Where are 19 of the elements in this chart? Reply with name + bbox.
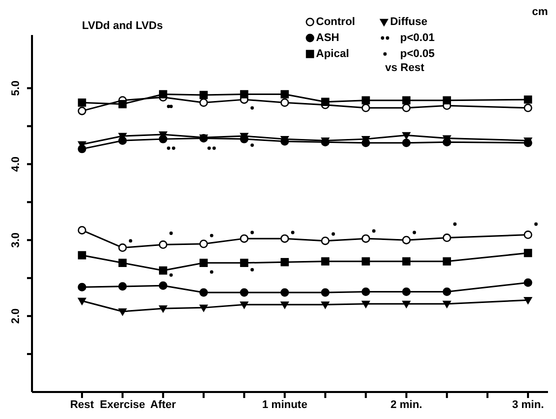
legend-label: Control	[316, 16, 356, 28]
y-tick-label: 4.0	[10, 156, 22, 172]
x-tick-label: After	[150, 398, 177, 411]
y-tick-label: 3.0	[10, 232, 22, 248]
x-tick-label: 3 min.	[512, 398, 544, 411]
x-tick-label: Exercise	[100, 398, 146, 411]
y-tick-label: 5.0	[10, 80, 22, 96]
legend-label: p<0.05	[400, 48, 435, 60]
x-tick-label: 2 min.	[390, 398, 422, 411]
legend-label: Apical	[316, 48, 350, 60]
chart-title: LVDd and LVDs	[82, 20, 163, 32]
legend-label: Diffuse	[390, 16, 428, 28]
x-tick-label: Rest	[70, 398, 94, 411]
y-axis-title: cm	[532, 6, 548, 18]
annotation: vs Rest	[385, 62, 426, 74]
x-tick-label: 1 minute	[262, 398, 308, 411]
legend-label: p<0.01	[400, 32, 435, 44]
legend-label: ASH	[316, 32, 340, 44]
y-tick-label: 2.0	[10, 308, 22, 324]
